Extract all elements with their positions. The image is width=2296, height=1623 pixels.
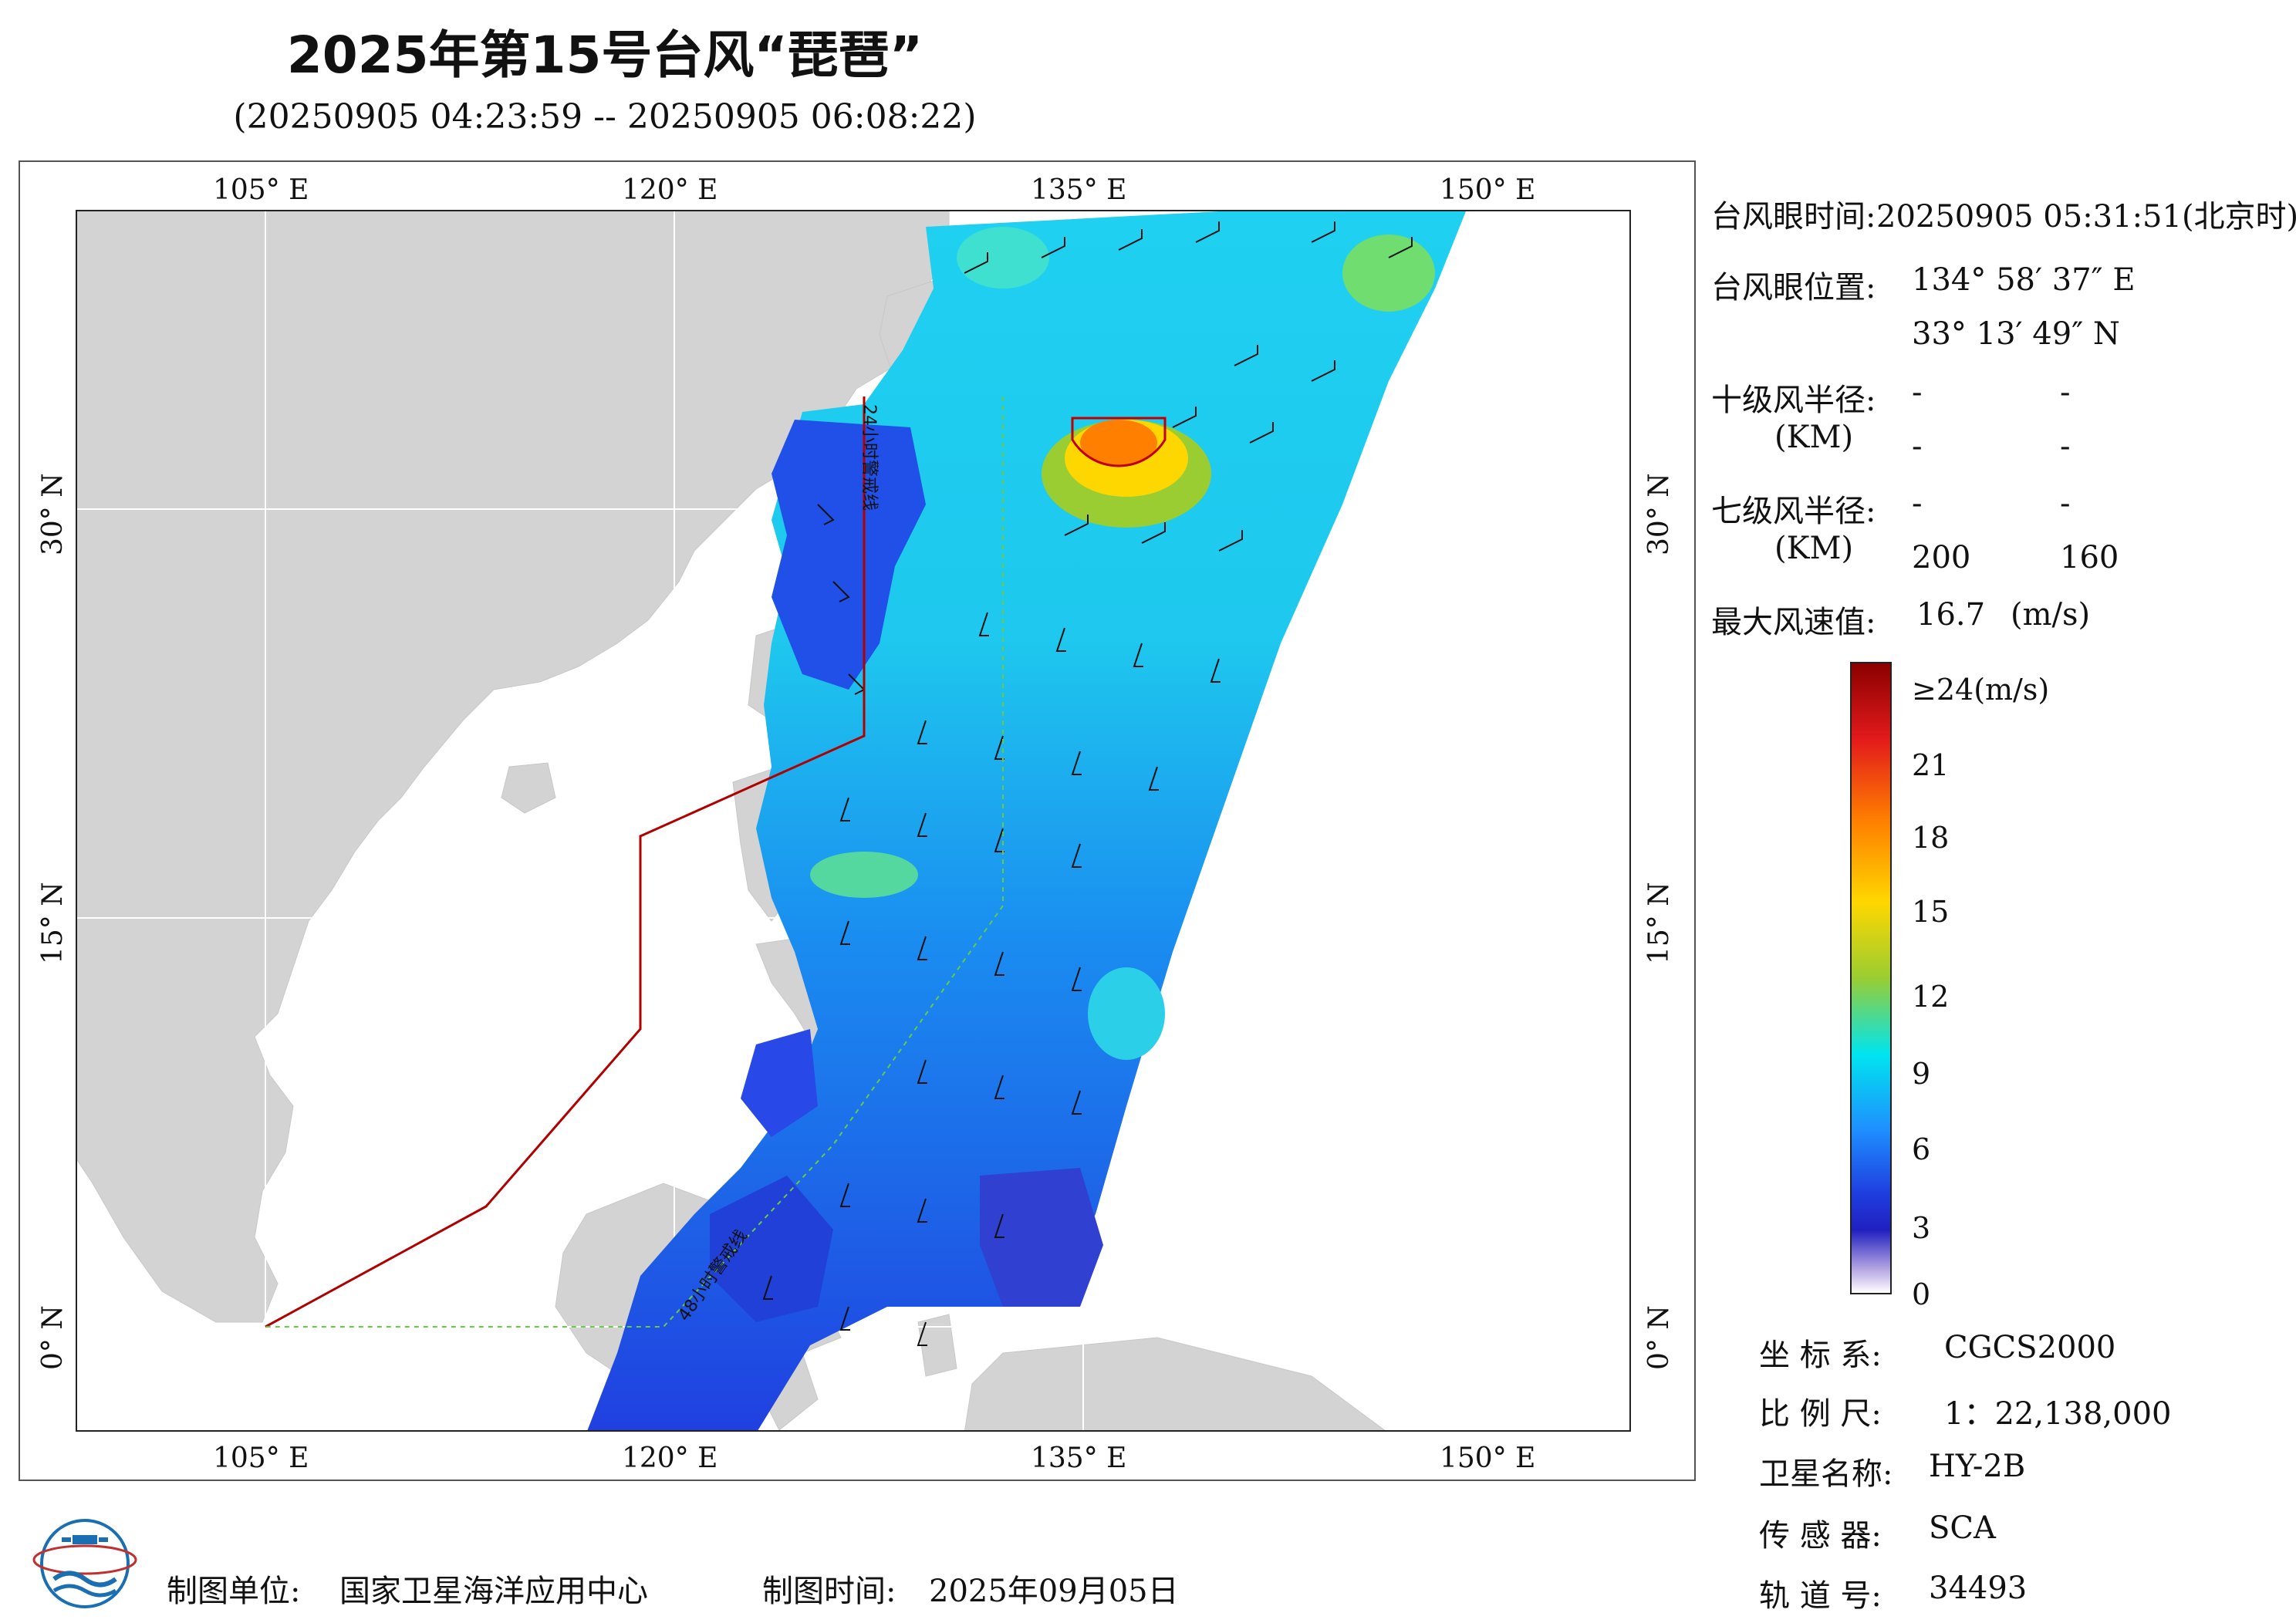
max-wind-label: 最大风速值: (1711, 605, 1876, 640)
typhoon-eye-marker[interactable] (1071, 417, 1167, 467)
lat-label-left-15: 15° N (37, 882, 69, 964)
scale-label: 比 例 尺: (1759, 1396, 1882, 1432)
label-24h: 24小时警戒线 (859, 404, 879, 511)
colorbar-label-0: 0 (1912, 1277, 1931, 1311)
lat-label-right-15: 15° N (1643, 882, 1675, 964)
r10-value-1: - (1912, 375, 1923, 410)
org-label: 制图单位: (167, 1574, 301, 1609)
scale-value: 1：22,138,000 (1944, 1396, 2172, 1432)
wind-swath (587, 211, 1466, 1430)
map-frame (19, 160, 1696, 1481)
lat-label-left-0: 0° N (37, 1305, 69, 1370)
colorbar-label-18: 18 (1912, 821, 1950, 855)
lat-label-right-0: 0° N (1643, 1305, 1675, 1370)
sensor-value: SCA (1929, 1510, 1996, 1546)
lon-label-top-105: 105° E (213, 174, 309, 206)
lon-label-bottom-150: 150° E (1440, 1442, 1536, 1474)
colorbar-label-9: 9 (1912, 1057, 1931, 1091)
lon-label-top-150: 150° E (1440, 174, 1536, 206)
eye-time-value: 20250905 05:31:51(北京时) (1876, 199, 2296, 235)
r7-unit: (KM) (1774, 531, 1854, 566)
org-value: 国家卫星海洋应用中心 (339, 1574, 648, 1609)
colorbar-label-6: 6 (1912, 1132, 1931, 1166)
r7-value-2: - (2060, 486, 2071, 521)
r10-value-3: - (1912, 429, 1923, 464)
colorbar-label-15: 15 (1912, 895, 1950, 929)
satellite-value: HY-2B (1929, 1449, 2026, 1484)
max-wind-unit: (m/s) (2011, 597, 2091, 633)
lon-label-top-120: 120° E (622, 174, 718, 206)
r7-label: 七级风半径: (1711, 494, 1876, 529)
lat-label-right-30: 30° N (1643, 473, 1675, 555)
r10-unit: (KM) (1774, 420, 1854, 455)
r7-value-3: 200 (1912, 540, 1971, 575)
eye-lat-value: 33° 13′ 49″ N (1912, 316, 2120, 352)
colorbar-label-top: ≥24(m/s) (1912, 673, 2050, 707)
lat-label-left-30: 30° N (37, 473, 69, 555)
r10-label: 十级风半径: (1711, 383, 1876, 418)
map-title: 2025年第15号台风“琵琶” (286, 25, 923, 85)
max-wind-value: 16.7 (1916, 597, 1986, 633)
lon-label-bottom-135: 135° E (1031, 1442, 1127, 1474)
orbit-value: 34493 (1929, 1571, 2028, 1606)
map-svg: 24小时警戒线 48小时警戒线 (77, 211, 1629, 1430)
agency-logo-icon (31, 1513, 139, 1614)
sensor-label: 传 感 器: (1759, 1518, 1882, 1554)
orbit-label: 轨 道 号: (1759, 1578, 1882, 1614)
eye-time-label: 台风眼时间: (1711, 199, 1876, 235)
eye-pos-label: 台风眼位置: (1711, 270, 1876, 305)
r10-value-4: - (2060, 429, 2071, 464)
map-subtitle: (20250905 04:23:59 -- 20250905 06:08:22) (233, 97, 977, 137)
wind-barbs (762, 221, 1413, 1346)
warning-line-24h (265, 396, 866, 1328)
lon-label-top-135: 135° E (1031, 174, 1127, 206)
r10-value-2: - (2060, 375, 2071, 410)
crs-value: CGCS2000 (1944, 1330, 2116, 1365)
satellite-label: 卫星名称: (1759, 1456, 1893, 1492)
wind-field-map[interactable]: 24小时警戒线 48小时警戒线 (76, 210, 1631, 1432)
crs-label: 坐 标 系: (1759, 1338, 1882, 1373)
eye-lon-value: 134° 58′ 37″ E (1912, 262, 2136, 298)
colorbar-label-12: 12 (1912, 980, 1950, 1014)
r7-value-4: 160 (2060, 540, 2119, 575)
date-label: 制图时间: (762, 1574, 896, 1609)
colorbar (1850, 662, 1892, 1294)
r7-value-1: - (1912, 486, 1923, 521)
lon-label-bottom-105: 105° E (213, 1442, 309, 1474)
date-value: 2025年09月05日 (929, 1574, 1179, 1609)
colorbar-label-21: 21 (1912, 748, 1950, 782)
lon-label-bottom-120: 120° E (622, 1442, 718, 1474)
colorbar-label-3: 3 (1912, 1211, 1931, 1245)
